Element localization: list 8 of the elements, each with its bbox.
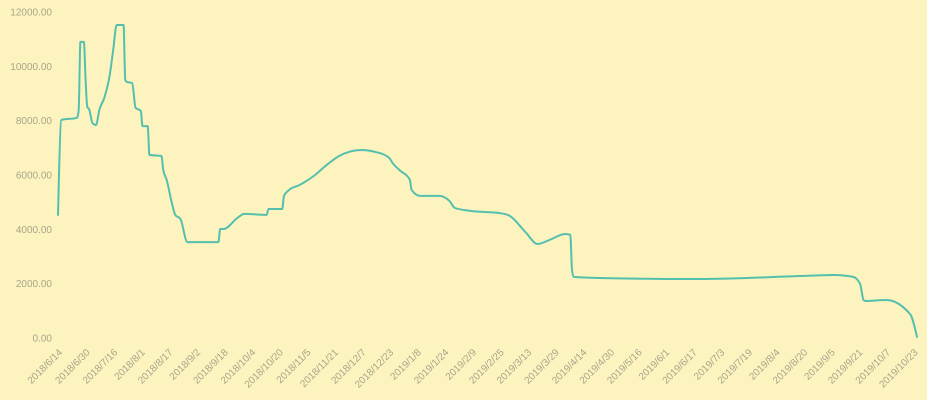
y-tick-label: 10000.00 <box>10 62 52 73</box>
y-tick-label: 4000.00 <box>16 224 52 236</box>
y-tick-label: 0.00 <box>32 334 52 344</box>
y-tick-label: 2000.00 <box>16 279 52 290</box>
y-tick-label: 12000.00 <box>10 8 52 18</box>
y-tick-label: 8000.00 <box>16 116 52 128</box>
line-series <box>57 24 918 338</box>
y-tick-label: 6000.00 <box>16 170 52 182</box>
